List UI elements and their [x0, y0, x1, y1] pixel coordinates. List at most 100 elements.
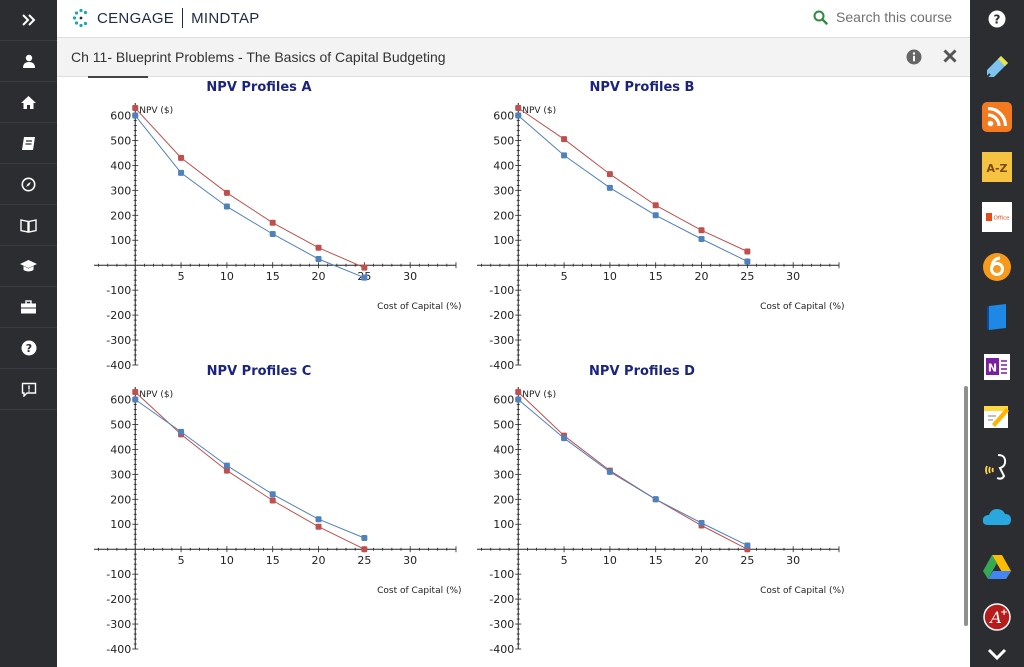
- aplia-icon: A +: [983, 603, 1011, 631]
- left-sidebar: ?: [0, 0, 57, 667]
- home-button[interactable]: [0, 82, 57, 123]
- top-header: CENGAGE MINDTAP Search this course: [57, 0, 970, 38]
- brand-separator: [182, 8, 184, 28]
- data-point: [315, 255, 322, 262]
- data-point: [652, 212, 659, 219]
- series-line-1: [134, 107, 365, 269]
- help-icon: ?: [21, 340, 36, 356]
- activity-title-bar: Ch 11- Blueprint Problems - The Basics o…: [57, 38, 970, 77]
- scrollbar-thumb[interactable]: [964, 386, 968, 626]
- readspeaker-tool[interactable]: [982, 452, 1012, 482]
- search-input-placeholder[interactable]: Search this course: [836, 9, 952, 25]
- info-button[interactable]: [906, 49, 922, 70]
- data-point: [744, 248, 751, 255]
- y-tick-label: 100: [110, 518, 131, 531]
- notes-tool[interactable]: [982, 402, 1012, 432]
- glossary-tool[interactable]: A-Z: [982, 152, 1012, 182]
- content-scrollbar[interactable]: [962, 77, 970, 667]
- npv-profiles-charts: NPV Profiles A 5 10 15 20 25 30 600 500 400 300 200…: [94, 80, 845, 656]
- highlighter-tool[interactable]: [982, 52, 1012, 82]
- learning-path-button[interactable]: [0, 246, 57, 287]
- close-icon: [943, 49, 957, 63]
- cengage-app-tool[interactable]: [982, 252, 1012, 282]
- x-tick-label: 30: [786, 270, 800, 283]
- collapse-tools-button[interactable]: [982, 642, 1012, 667]
- data-point: [361, 274, 368, 281]
- chart-title: NPV Profiles D: [589, 364, 695, 379]
- feedback-button[interactable]: [0, 369, 57, 410]
- onenote-tool[interactable]: N: [982, 352, 1012, 382]
- cengage-app-icon: [983, 253, 1011, 281]
- x-tick-label: 10: [220, 270, 234, 283]
- portfolio-button[interactable]: [0, 287, 57, 328]
- graduation-cap-icon: [20, 260, 37, 272]
- info-icon: [906, 49, 922, 65]
- svg-text:+: +: [1000, 608, 1008, 618]
- y-tick-label: 600: [493, 393, 514, 406]
- global-help-button[interactable]: ?: [970, 0, 1024, 38]
- data-point: [361, 534, 368, 541]
- y-tick-label: -300: [489, 334, 514, 347]
- x-tick-label: 20: [695, 270, 709, 283]
- brand-logo[interactable]: CENGAGE MINDTAP: [72, 8, 260, 28]
- x-tick-label: 30: [403, 270, 417, 283]
- onenote-icon: N: [984, 354, 1010, 380]
- y-tick-label: -200: [489, 309, 514, 322]
- data-point: [652, 496, 659, 503]
- y-tick-label: 100: [110, 234, 131, 247]
- data-point: [698, 227, 705, 234]
- y-tick-label: 300: [110, 184, 131, 197]
- rss-icon: [982, 102, 1012, 132]
- chart-title: NPV Profiles B: [589, 80, 694, 95]
- ebook-tool[interactable]: [982, 302, 1012, 332]
- data-point: [223, 203, 230, 210]
- y-tick-label: -100: [106, 284, 131, 297]
- x-tick-label: 25: [357, 554, 371, 567]
- data-point: [132, 388, 139, 395]
- y-tick-label: -100: [489, 568, 514, 581]
- profile-button[interactable]: [0, 41, 57, 82]
- office-tool[interactable]: Office: [982, 202, 1012, 232]
- y-tick-label: 200: [110, 209, 131, 222]
- data-point: [515, 388, 522, 395]
- product-name: MINDTAP: [191, 9, 260, 27]
- course-search[interactable]: Search this course: [813, 9, 952, 25]
- help-button[interactable]: ?: [0, 328, 57, 369]
- x-tick-label: 10: [603, 270, 617, 283]
- chart-1: NPV Profiles A51015202530600500400300200…: [94, 80, 462, 372]
- y-tick-label: 400: [110, 443, 131, 456]
- tab-underline: [88, 76, 148, 78]
- series-line-1: [134, 391, 365, 550]
- x-tick-label: 5: [178, 270, 185, 283]
- google-drive-icon: [983, 555, 1011, 579]
- data-point: [652, 202, 659, 209]
- aplia-tool[interactable]: A +: [982, 602, 1012, 632]
- readspeaker-icon: [985, 454, 1007, 480]
- briefcase-icon: [21, 300, 36, 314]
- google-drive-tool[interactable]: [982, 552, 1012, 582]
- notebook-icon: [22, 136, 35, 150]
- y-tick-label: 200: [493, 209, 514, 222]
- notes-icon: [984, 406, 1009, 428]
- close-button[interactable]: [942, 48, 958, 69]
- series-line-2: [517, 115, 748, 262]
- chart-3: NPV Profiles C 5 10 15 20 25 30 600 500 400 300 200…: [94, 364, 462, 656]
- y-tick-label: -200: [106, 309, 131, 322]
- series-line-2: [517, 399, 748, 546]
- notebook-button[interactable]: [0, 123, 57, 164]
- expand-nav-button[interactable]: [0, 0, 57, 41]
- data-point: [132, 396, 139, 403]
- y-tick-label: -400: [489, 643, 514, 656]
- x-tick-label: 5: [561, 270, 568, 283]
- chart-4: NPV Profiles D 5 10 15 20 25 30 600 500 400 300 200…: [477, 364, 845, 656]
- chart-title: NPV Profiles A: [206, 80, 311, 95]
- reading-button[interactable]: [0, 205, 57, 246]
- compass-button[interactable]: [0, 164, 57, 205]
- rss-tool[interactable]: [982, 102, 1012, 132]
- data-point: [515, 112, 522, 119]
- cengage-logo-icon: [72, 8, 88, 28]
- onedrive-tool[interactable]: [982, 502, 1012, 532]
- y-tick-label: 500: [493, 134, 514, 147]
- x-tick-label: 30: [403, 554, 417, 567]
- data-point: [315, 523, 322, 530]
